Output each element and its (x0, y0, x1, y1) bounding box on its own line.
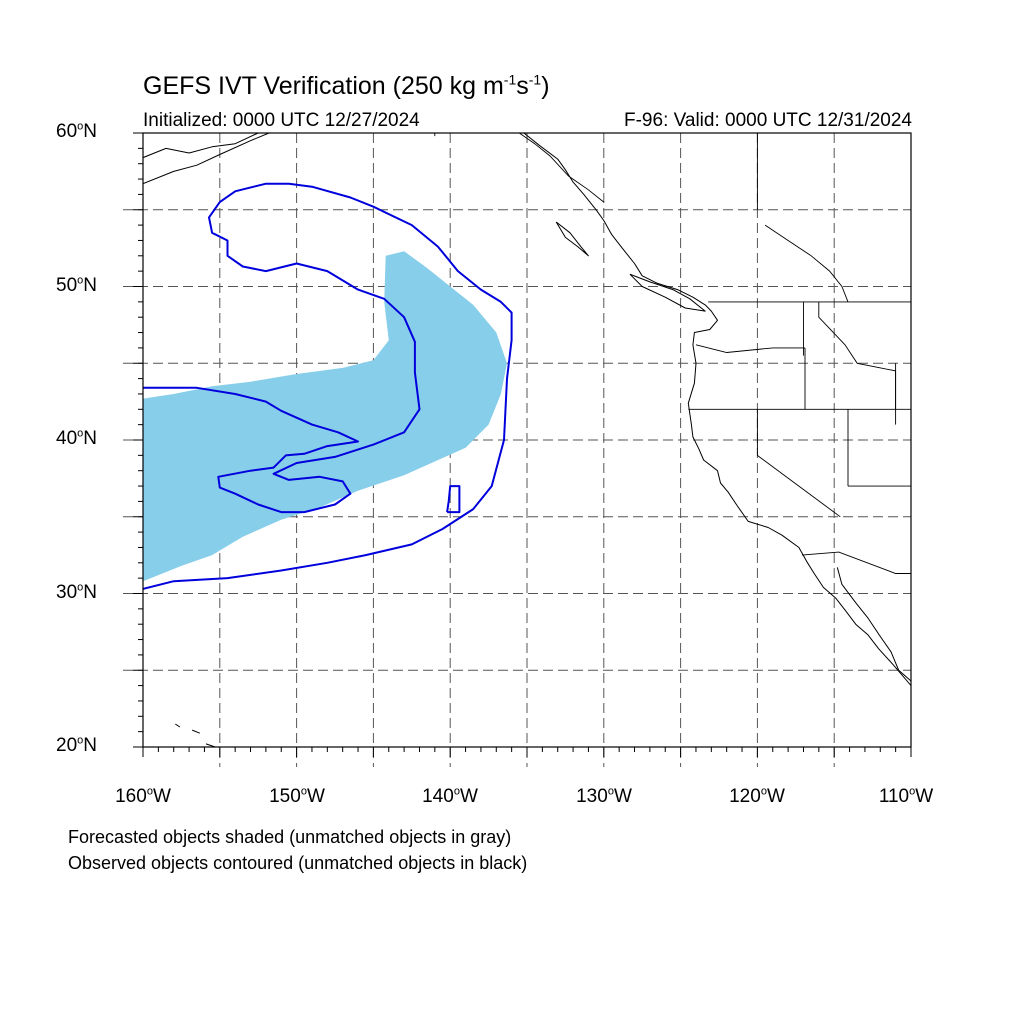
initialized-label: Initialized: 0000 UTC 12/27/2024 (143, 110, 420, 131)
lon-label-160: 160oW (115, 785, 171, 807)
political-border (764, 224, 849, 303)
lon-label-130: 130oW (576, 785, 632, 807)
coastline (143, 133, 259, 159)
coastline (555, 221, 589, 257)
observed-ivt-contour (143, 182, 513, 590)
lat-label-40: 40oN (56, 427, 97, 449)
lat-label-50: 50oN (56, 274, 97, 296)
lon-label-150: 150oW (269, 785, 325, 807)
coastline (143, 750, 149, 755)
political-borders (434, 133, 911, 574)
axis-ticks (133, 132, 912, 757)
political-border (801, 551, 911, 574)
observed-note: Observed objects contoured (unmatched ob… (68, 853, 528, 873)
lon-label-110: 110oW (878, 785, 934, 807)
forecast-ivt-object (143, 251, 507, 582)
forecast-objects (143, 251, 507, 582)
coastline (629, 273, 706, 312)
forecast-note: Forecasted objects shaded (unmatched obj… (68, 827, 512, 847)
political-border (818, 301, 897, 410)
lat-label-20: 20oN (56, 734, 97, 756)
valid-time-label: F-96: Valid: 0000 UTC 12/31/2024 (624, 110, 912, 131)
observed-objects (143, 182, 513, 590)
political-border (519, 133, 605, 203)
lat-label-30: 30oN (56, 581, 97, 603)
lat-label-60: 60oN (56, 120, 97, 142)
coastline (205, 743, 216, 747)
coastline (175, 723, 181, 728)
coastline (523, 133, 911, 686)
lon-label-140: 140oW (422, 785, 478, 807)
political-border (756, 409, 841, 518)
observed-ivt-contour-small (446, 485, 461, 514)
political-border (695, 344, 805, 353)
lon-label-120: 120oW (729, 785, 785, 807)
coastline (836, 567, 911, 682)
chart-title: GEFS IVT Verification (250 kg m-1s-1) (143, 71, 550, 100)
coastline (192, 729, 200, 734)
plot-frame (142, 132, 912, 748)
coastlines (143, 133, 911, 755)
coastline (143, 133, 270, 185)
